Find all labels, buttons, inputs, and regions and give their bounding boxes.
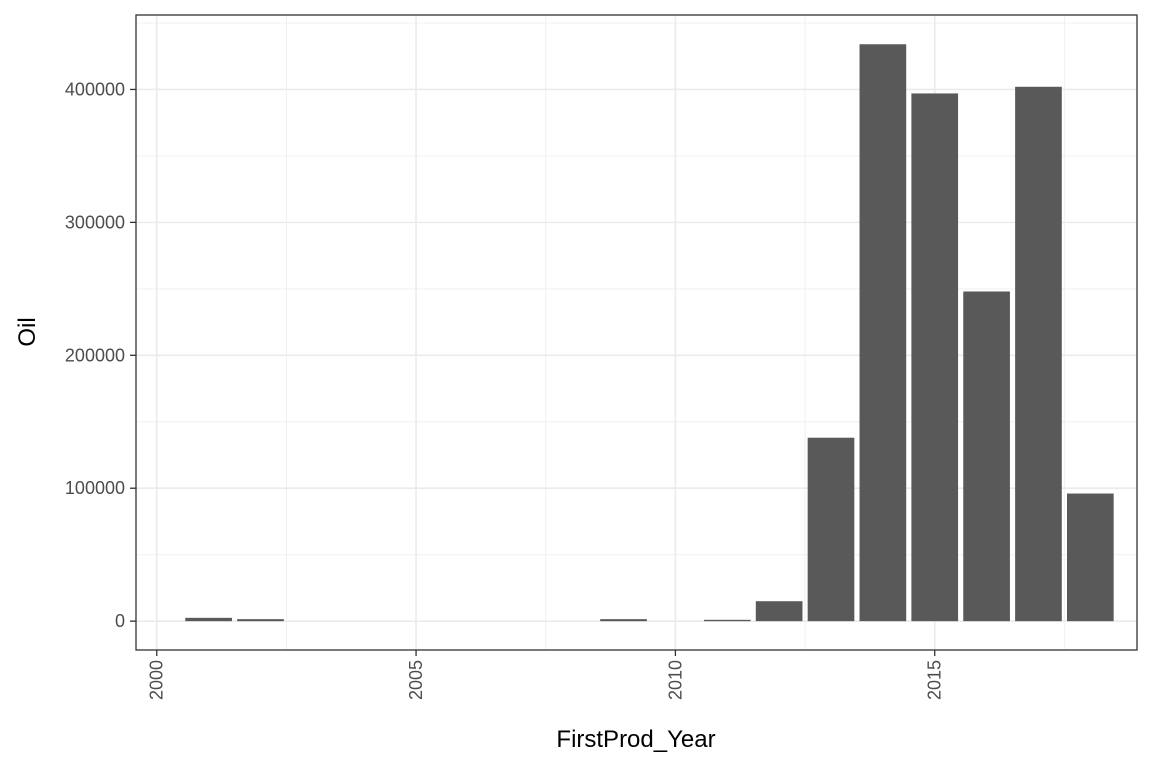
bar-2002 (237, 619, 284, 622)
x-tick-label: 2005 (406, 660, 426, 700)
bar-2017 (1015, 86, 1062, 622)
bar-2015 (911, 93, 959, 622)
y-tick-label: 300000 (65, 212, 125, 232)
bar-2016 (963, 291, 1010, 622)
x-tick-label: 2010 (665, 660, 685, 700)
y-axis-title: Oil (14, 317, 41, 346)
bar-2013 (807, 437, 855, 622)
y-tick-label: 100000 (65, 478, 125, 498)
x-tick-label: 2015 (925, 660, 945, 700)
x-tick-label: 2000 (147, 660, 167, 700)
bar-2014 (859, 44, 907, 622)
bar-2001 (185, 617, 232, 622)
axes: 0 100000 200000 300000 400000 2000 2005 2010 201… (65, 79, 945, 700)
y-tick-label: 200000 (65, 345, 125, 365)
bar-2012 (755, 601, 803, 622)
bar-2018 (1066, 493, 1114, 622)
bar-2009 (600, 619, 647, 622)
y-tick-label: 0 (115, 611, 125, 631)
plot-border (135, 14, 1138, 651)
x-axis-title: FirstProd_Year (556, 726, 715, 753)
y-tick-label: 400000 (65, 79, 125, 99)
bar-2011 (703, 619, 751, 622)
bars (185, 44, 1114, 622)
